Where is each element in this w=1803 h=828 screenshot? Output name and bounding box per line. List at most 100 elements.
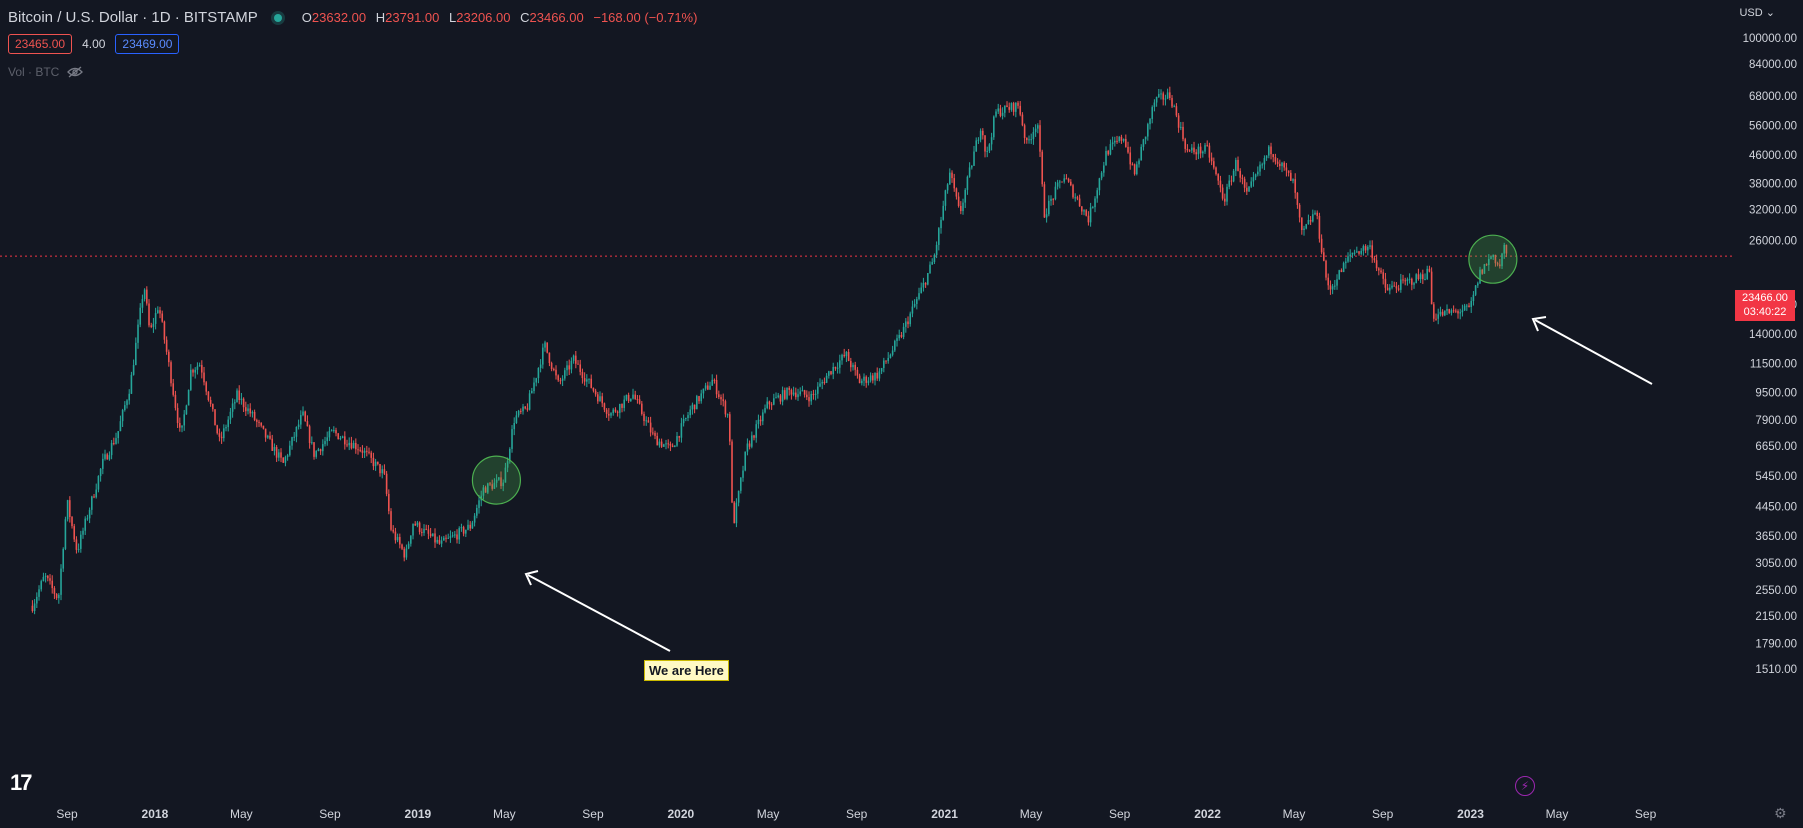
candle-body	[964, 189, 967, 203]
candle-body	[1364, 246, 1367, 251]
candle-body	[632, 394, 634, 399]
candle-body	[88, 509, 91, 519]
candle-body	[1404, 280, 1407, 282]
candle-body	[1237, 159, 1239, 171]
candle-body	[381, 469, 384, 474]
candle-body	[550, 363, 553, 370]
candle-body	[487, 483, 489, 493]
candle-body	[234, 402, 236, 404]
gear-icon[interactable]: ⚙	[1774, 805, 1787, 821]
candle-body	[42, 576, 45, 582]
candle-body	[933, 254, 936, 263]
price-tick-label: 1510.00	[1755, 664, 1797, 676]
candle-body	[1483, 264, 1486, 274]
candle-body	[971, 165, 973, 168]
price-tick-label: 14000.00	[1749, 329, 1797, 341]
candle-body	[1481, 269, 1484, 274]
annotation-label[interactable]: We are Here	[644, 660, 729, 681]
candle-body	[75, 539, 78, 550]
candle-body	[735, 502, 738, 524]
candle-body	[999, 108, 1002, 116]
candle-body	[456, 534, 458, 540]
candle-body	[988, 144, 991, 151]
candle-body	[220, 436, 223, 439]
candle-body	[278, 452, 280, 458]
candle-body	[1061, 181, 1063, 183]
candle-body	[82, 530, 84, 535]
candle-body	[396, 537, 399, 541]
candle-body	[478, 500, 480, 508]
highlight-circle[interactable]	[1468, 234, 1518, 284]
arrow-current[interactable]	[1534, 319, 1653, 385]
candle-body	[748, 443, 751, 447]
candle-body	[773, 398, 775, 405]
candle-body	[1455, 310, 1457, 312]
candle-body	[128, 393, 131, 401]
candle-body	[295, 426, 298, 437]
candle-body	[1021, 114, 1024, 126]
candle-body	[586, 379, 588, 382]
candle-body	[418, 522, 421, 532]
candle-body	[564, 370, 566, 379]
candle-body	[383, 469, 386, 474]
candle-body	[1345, 261, 1347, 264]
candle-body	[1397, 288, 1400, 290]
candle-body	[531, 390, 533, 394]
candle-body	[1096, 190, 1099, 199]
price-tick-label: 56000.00	[1749, 120, 1797, 132]
candle-body	[1010, 103, 1013, 110]
candle-body	[797, 394, 799, 398]
candle-body	[553, 369, 555, 371]
candle-body	[1166, 92, 1169, 99]
candle-body	[339, 438, 342, 440]
candle-body	[51, 580, 54, 589]
lightning-icon[interactable]: ⚡	[1515, 776, 1535, 796]
candle-body	[1312, 214, 1314, 222]
candle-body	[1243, 178, 1246, 188]
candle-body	[608, 413, 610, 416]
volume-label[interactable]: Vol · BTC	[8, 65, 60, 79]
candle-body	[86, 518, 89, 520]
candle-body	[960, 205, 962, 212]
candle-body	[1336, 279, 1338, 286]
candle-body	[121, 410, 124, 422]
candle-body	[473, 515, 476, 523]
candle-body	[506, 461, 509, 468]
time-tick-label: Sep	[582, 807, 604, 821]
candle-body	[348, 442, 351, 446]
candle-body	[522, 406, 524, 412]
candle-body	[1281, 162, 1283, 167]
symbol-title[interactable]: Bitcoin / U.S. Dollar · 1D · BITSTAMP	[8, 9, 258, 26]
currency-selector[interactable]: USD ⌄	[1739, 7, 1775, 19]
candle-body	[308, 426, 311, 443]
candle-body	[1180, 126, 1182, 128]
candle-body	[900, 334, 903, 337]
arrow-we-are-here[interactable]	[527, 574, 671, 652]
candle-body	[656, 435, 659, 446]
candle-body	[1285, 167, 1288, 171]
candle-body	[115, 438, 117, 444]
candle-body	[297, 424, 300, 427]
candle-body	[1303, 228, 1305, 231]
candle-body	[702, 388, 705, 394]
candle-body	[814, 393, 817, 395]
highlight-circle[interactable]	[471, 455, 522, 505]
buy-price-button[interactable]: 23469.00	[115, 34, 180, 54]
candle-body	[1309, 219, 1312, 222]
candle-body	[1001, 112, 1004, 116]
tradingview-logo-icon[interactable]: 17	[10, 770, 33, 795]
candle-body	[289, 445, 291, 456]
candle-body	[1384, 278, 1387, 288]
eye-hidden-icon[interactable]	[67, 66, 84, 78]
candle-body	[399, 537, 401, 545]
candle-body	[124, 405, 126, 411]
sell-price-button[interactable]: 23465.00	[8, 34, 73, 54]
candle-body	[1371, 245, 1374, 259]
candle-body	[1019, 105, 1022, 115]
time-tick-label: 2020	[668, 807, 695, 821]
candle-body	[304, 411, 307, 422]
candle-body	[524, 406, 527, 409]
candle-body	[1182, 126, 1184, 140]
candle-body	[729, 414, 731, 442]
